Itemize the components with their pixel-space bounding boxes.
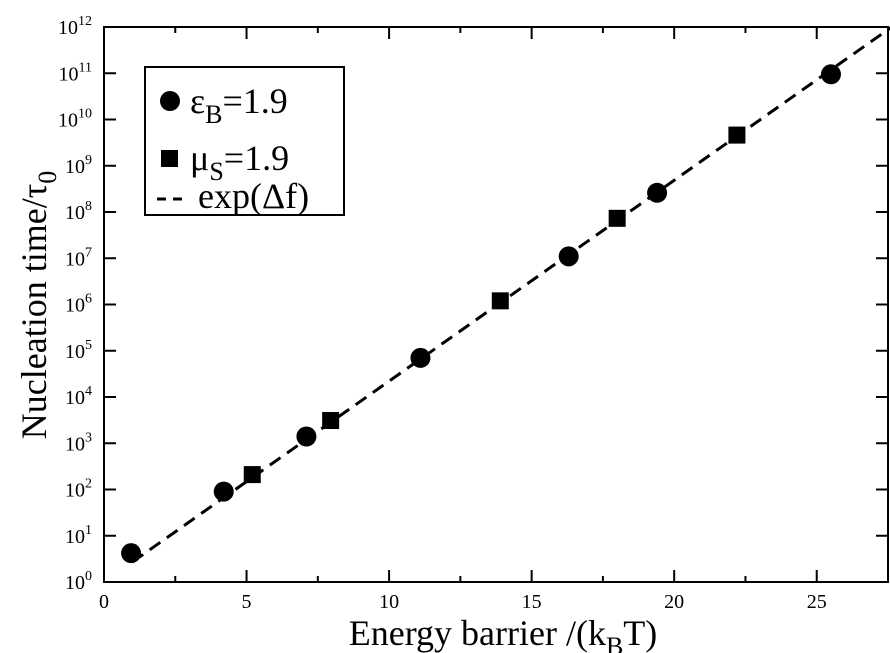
- x-tick-label: 25: [807, 591, 827, 613]
- legend-square-marker: [161, 150, 178, 167]
- data-point-square: [322, 412, 339, 429]
- x-tick-label: 0: [99, 591, 109, 613]
- y-tick-label: 101: [65, 523, 92, 548]
- y-tick-label: 1010: [58, 107, 92, 132]
- y-tick-label: 1011: [59, 60, 92, 85]
- x-tick-label: 10: [379, 591, 399, 613]
- data-point-circle: [559, 246, 579, 266]
- data-point-circle: [214, 482, 234, 502]
- y-tick-label: 107: [65, 245, 92, 270]
- data-point-square: [609, 210, 626, 227]
- legend-circle-marker: [160, 91, 180, 111]
- legend-label-exp: exp(Δf): [198, 176, 309, 216]
- y-tick-label: 108: [65, 199, 92, 224]
- legend: εB=1.9 μS=1.9 exp(Δf): [145, 67, 344, 216]
- y-tick-label: 104: [65, 384, 92, 409]
- data-point-square: [728, 127, 745, 144]
- x-tick-label: 15: [522, 591, 542, 613]
- y-tick-label: 1012: [58, 14, 92, 39]
- data-point-circle: [296, 426, 316, 446]
- y-tick-label: 102: [65, 477, 92, 502]
- x-axis-label: Energy barrier /(kBT): [349, 613, 658, 653]
- y-tick-label: 105: [65, 338, 92, 363]
- y-tick-label: 106: [65, 292, 92, 317]
- y-axis-label: Nucleation time/τ0: [14, 171, 62, 439]
- data-point-circle: [821, 64, 841, 84]
- y-tick-label: 103: [65, 430, 92, 455]
- data-point-circle: [121, 543, 141, 563]
- data-point-square: [244, 466, 261, 483]
- data-point-square: [492, 292, 509, 309]
- y-tick-label: 109: [65, 153, 92, 178]
- y-tick-label: 100: [65, 569, 92, 594]
- data-point-circle: [647, 183, 667, 203]
- x-tick-label: 5: [242, 591, 252, 613]
- x-tick-label: 20: [664, 591, 684, 613]
- data-point-circle: [410, 348, 430, 368]
